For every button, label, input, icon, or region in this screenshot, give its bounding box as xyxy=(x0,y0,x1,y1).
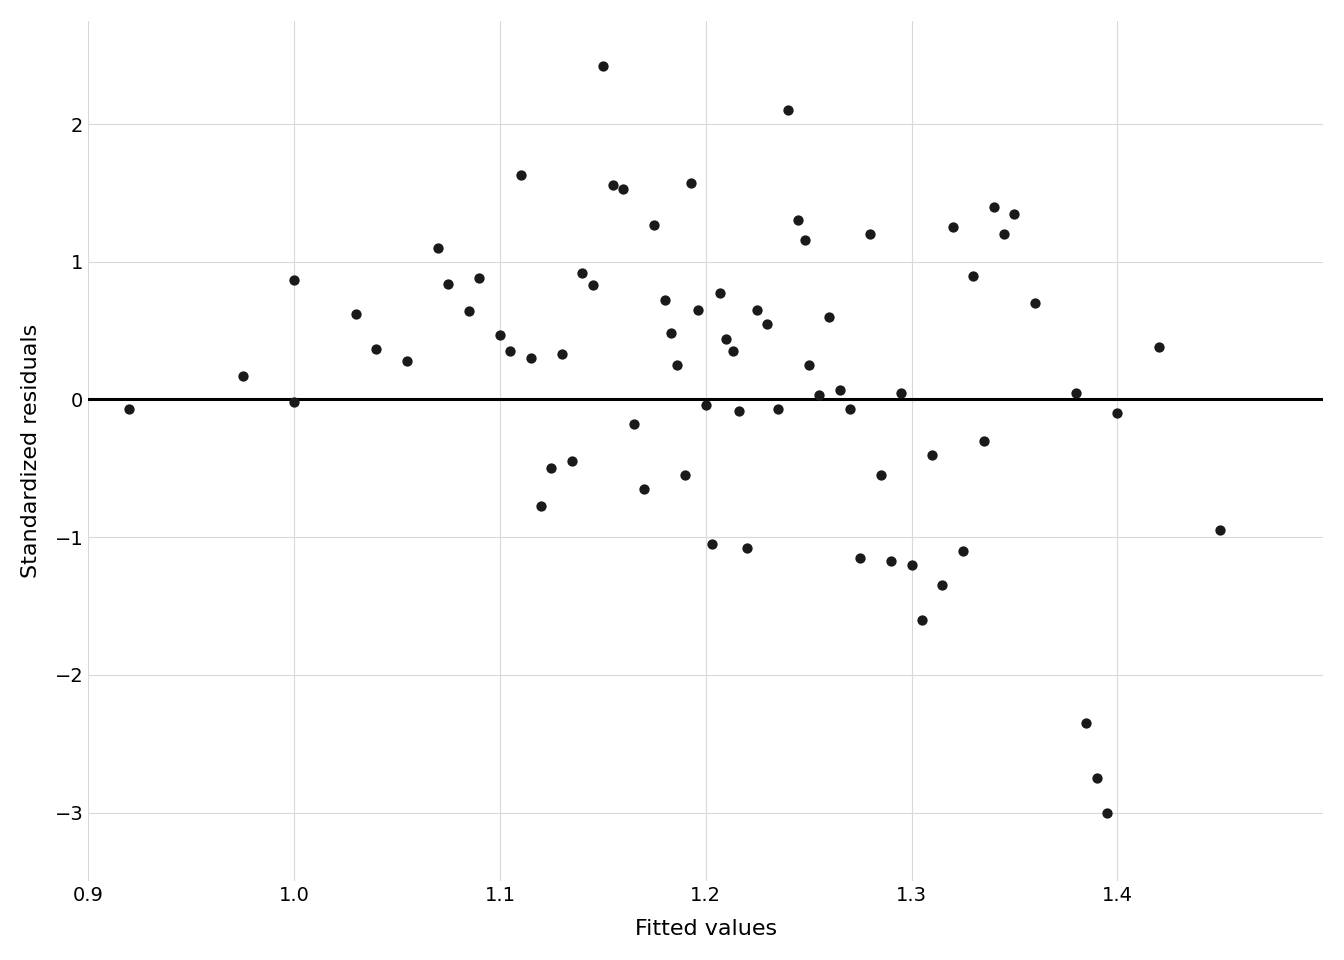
Point xyxy=(438,276,460,292)
Point xyxy=(839,401,860,417)
Point xyxy=(469,271,491,286)
Point xyxy=(1066,385,1087,400)
Point xyxy=(675,468,696,483)
Point xyxy=(982,199,1004,214)
Point xyxy=(942,220,964,235)
Point xyxy=(653,293,675,308)
Point xyxy=(1210,522,1231,538)
Point xyxy=(880,553,902,568)
Point xyxy=(1075,715,1097,731)
Point xyxy=(531,498,552,514)
Point xyxy=(366,341,387,356)
Point xyxy=(500,344,521,359)
Point xyxy=(993,227,1015,242)
Point xyxy=(891,385,913,400)
Point xyxy=(900,557,922,572)
Point xyxy=(458,303,480,319)
Point xyxy=(582,277,603,293)
Point xyxy=(794,232,816,248)
Point xyxy=(973,433,995,448)
Point xyxy=(118,401,140,417)
Point xyxy=(870,468,891,483)
Point xyxy=(798,357,820,372)
Point xyxy=(520,350,542,366)
Point xyxy=(687,302,708,318)
Point xyxy=(571,265,593,280)
Point xyxy=(1024,296,1046,311)
Point xyxy=(860,227,882,242)
Y-axis label: Standardized residuals: Standardized residuals xyxy=(22,324,40,578)
Point xyxy=(777,103,798,118)
Point xyxy=(509,167,531,182)
Point xyxy=(1106,405,1128,420)
Point xyxy=(737,540,758,556)
Point xyxy=(624,417,645,432)
Point xyxy=(396,353,418,369)
Point xyxy=(540,461,562,476)
Point xyxy=(1097,804,1118,820)
Point xyxy=(602,177,624,192)
Point xyxy=(728,403,750,419)
Point xyxy=(702,537,723,552)
Point xyxy=(715,331,737,347)
Point xyxy=(922,447,943,463)
Point xyxy=(767,401,789,417)
Point xyxy=(695,397,716,413)
Point xyxy=(680,176,702,191)
Point xyxy=(1148,340,1169,355)
Point xyxy=(284,272,305,287)
Point xyxy=(962,268,984,283)
Point xyxy=(746,302,767,318)
Point xyxy=(757,316,778,331)
Point xyxy=(1086,771,1107,786)
Point xyxy=(818,309,840,324)
Point xyxy=(660,325,681,341)
Point xyxy=(551,347,573,362)
Point xyxy=(427,240,449,255)
Point xyxy=(722,344,743,359)
Point xyxy=(911,612,933,628)
Point xyxy=(633,481,655,496)
Point xyxy=(644,217,665,232)
Point xyxy=(829,382,851,397)
Point xyxy=(953,543,974,559)
Point xyxy=(1004,206,1025,222)
Point xyxy=(489,327,511,343)
Point xyxy=(808,388,829,403)
Point xyxy=(593,59,614,74)
X-axis label: Fitted values: Fitted values xyxy=(634,919,777,939)
Point xyxy=(284,395,305,410)
Point xyxy=(233,369,254,384)
Point xyxy=(931,578,953,593)
Point xyxy=(788,213,809,228)
Point xyxy=(613,181,634,197)
Point xyxy=(849,550,871,565)
Point xyxy=(345,306,367,322)
Point xyxy=(562,454,583,469)
Point xyxy=(710,286,731,301)
Point xyxy=(667,357,688,372)
